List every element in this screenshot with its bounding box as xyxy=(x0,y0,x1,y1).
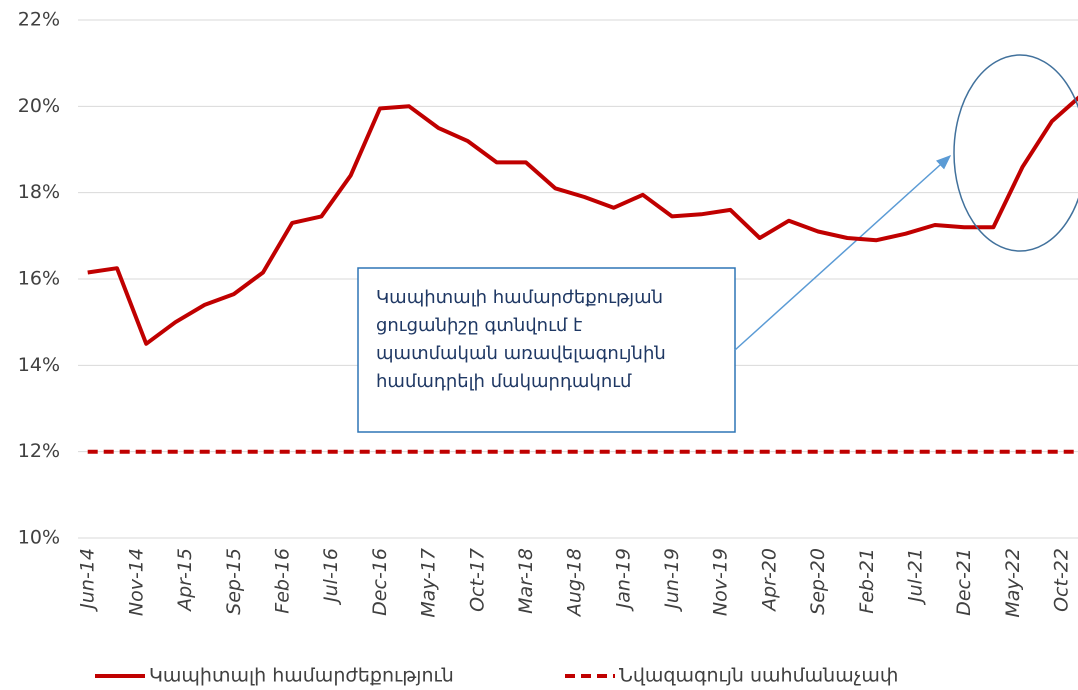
highlight-ellipse xyxy=(953,54,1078,252)
y-tick-label: 10% xyxy=(18,527,60,549)
x-tick-label: Jul-16 xyxy=(320,548,342,606)
x-tick-label: Nov-19 xyxy=(710,548,732,616)
x-tick-label: Oct-22 xyxy=(1051,548,1073,612)
x-tick-label: Jan-19 xyxy=(612,548,634,612)
annotation-line: պատմական առավելագույնին xyxy=(376,343,666,364)
y-tick-label: 18% xyxy=(18,181,60,203)
annotation-arrow xyxy=(734,154,952,351)
series-line xyxy=(87,95,1078,346)
x-tick-label: Jun-19 xyxy=(661,548,683,613)
x-tick-label: Apr-15 xyxy=(174,548,196,613)
annotation-line: համադրելի մակարդակում xyxy=(376,371,632,392)
x-tick-label: Dec-16 xyxy=(369,548,391,616)
x-tick-label: Oct-17 xyxy=(466,548,488,612)
x-tick-label: Aug-18 xyxy=(564,548,586,618)
x-tick-label: Jul-21 xyxy=(904,548,926,606)
y-tick-label: 12% xyxy=(18,440,60,462)
x-tick-label: Feb-16 xyxy=(271,548,293,614)
x-tick-label: Jun-14 xyxy=(77,548,99,613)
annotation-box xyxy=(357,267,736,433)
annotation-line: ցուցանիշը գտնվում է xyxy=(376,315,582,336)
x-tick-label: Sep-15 xyxy=(223,548,245,615)
x-tick-label: Apr-20 xyxy=(758,548,780,613)
legend-label: Կապիտալի համարժեքություն xyxy=(149,665,454,687)
y-tick-label: 16% xyxy=(18,268,60,290)
x-tick-label: Feb-21 xyxy=(856,548,878,614)
y-tick-label: 20% xyxy=(18,95,60,117)
y-tick-label: 14% xyxy=(18,354,60,376)
legend-label: Նվազագույն սահմանաչափ xyxy=(619,665,898,687)
y-tick-label: 22% xyxy=(18,9,60,31)
x-tick-label: May-17 xyxy=(418,548,440,618)
x-tick-label: Dec-21 xyxy=(953,548,975,616)
x-tick-label: May-22 xyxy=(1002,548,1024,618)
annotation-line: Կապիտալի համարժեքության xyxy=(376,287,663,308)
x-tick-label: Mar-18 xyxy=(515,548,537,614)
x-tick-label: Sep-20 xyxy=(807,548,829,615)
x-tick-label: Nov-14 xyxy=(125,548,147,616)
